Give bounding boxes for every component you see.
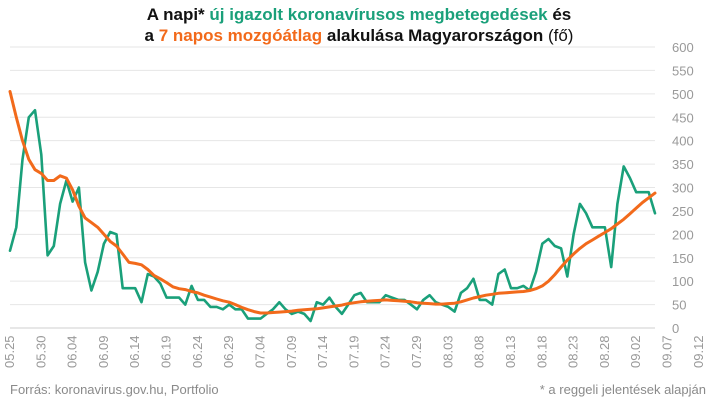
x-tick-label: 07.09 bbox=[284, 335, 299, 368]
x-tick-label: 07.24 bbox=[378, 335, 393, 368]
y-tick-label: 250 bbox=[672, 204, 694, 219]
x-tick-label: 07.04 bbox=[252, 335, 267, 368]
y-tick-label: 350 bbox=[672, 157, 694, 172]
x-tick-label: 08.18 bbox=[534, 335, 549, 368]
chart-title: A napi* új igazolt koronavírusos megbete… bbox=[0, 4, 718, 46]
title-moving-average-label: 7 napos mozgóátlag bbox=[158, 26, 323, 45]
x-tick-label: 06.19 bbox=[159, 335, 174, 368]
title-text: és bbox=[547, 5, 572, 24]
x-tick-label: 09.12 bbox=[691, 335, 706, 368]
x-tick-label: 07.19 bbox=[346, 335, 361, 368]
x-tick-label: 08.28 bbox=[597, 335, 612, 368]
y-tick-label: 200 bbox=[672, 227, 694, 242]
x-tick-label: 08.23 bbox=[566, 335, 581, 368]
series-line-moving-average bbox=[8, 90, 657, 315]
x-tick-label: 09.07 bbox=[660, 335, 675, 368]
x-tick-label: 09.02 bbox=[628, 335, 643, 368]
y-tick-label: 0 bbox=[672, 321, 679, 336]
y-axis-ticks: 0 50 100 150 200 250 300 350 400 450 500 550 600 bbox=[672, 40, 694, 336]
title-text: A napi* bbox=[146, 5, 210, 24]
y-tick-label: 50 bbox=[672, 298, 686, 313]
x-tick-label: 06.09 bbox=[96, 335, 111, 368]
x-tick-label: 06.29 bbox=[221, 335, 236, 368]
title-line-2: a 7 napos mozgóátlag alakulása Magyarors… bbox=[0, 25, 718, 46]
title-text: alakulása Magyarországon bbox=[322, 26, 548, 45]
title-text: a bbox=[144, 26, 159, 45]
x-tick-label: 06.24 bbox=[190, 335, 205, 368]
series-line-daily-cases bbox=[8, 108, 657, 323]
title-daily-cases-label: új igazolt koronavírusos megbetegedések bbox=[209, 5, 548, 24]
x-tick-label: 08.13 bbox=[503, 335, 518, 368]
x-tick-label: 08.08 bbox=[472, 335, 487, 368]
title-line-1: A napi* új igazolt koronavírusos megbete… bbox=[0, 4, 718, 25]
title-unit: (fő) bbox=[547, 26, 574, 45]
y-tick-label: 550 bbox=[672, 63, 694, 78]
y-tick-label: 100 bbox=[672, 274, 694, 289]
x-axis-ticks: 05.25 05.30 06.04 06.09 06.14 06.19 06.24 06.29… bbox=[2, 335, 706, 368]
y-tick-label: 150 bbox=[672, 251, 694, 266]
source-note: Forrás: koronavirus.gov.hu, Portfolio bbox=[10, 382, 219, 397]
y-tick-label: 450 bbox=[672, 110, 694, 125]
x-tick-label: 08.03 bbox=[440, 335, 455, 368]
x-tick-label: 07.29 bbox=[409, 335, 424, 368]
footnote: * a reggeli jelentések alapján bbox=[539, 382, 706, 397]
x-tick-label: 06.04 bbox=[65, 335, 80, 368]
series-lines bbox=[8, 90, 657, 323]
gridlines bbox=[10, 46, 655, 329]
x-tick-label: 07.14 bbox=[315, 335, 330, 368]
y-tick-label: 500 bbox=[672, 87, 694, 102]
y-tick-label: 600 bbox=[672, 40, 694, 55]
x-tick-label: 05.25 bbox=[2, 335, 17, 368]
x-tick-label: 06.14 bbox=[127, 335, 142, 368]
y-tick-label: 400 bbox=[672, 134, 694, 149]
y-tick-label: 300 bbox=[672, 181, 694, 196]
x-tick-label: 05.30 bbox=[33, 335, 48, 368]
